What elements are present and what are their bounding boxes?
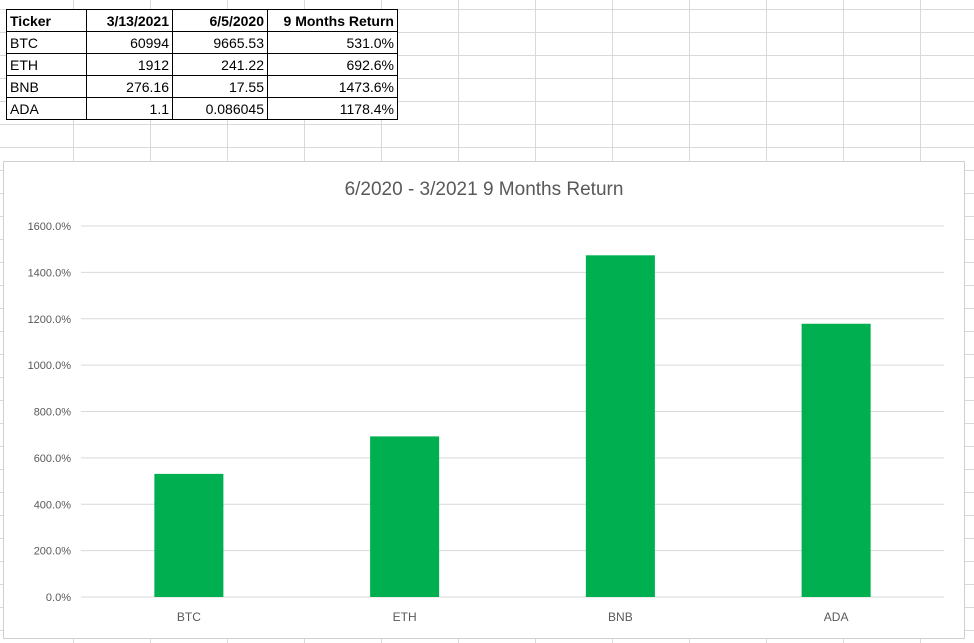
header-return[interactable]: 9 Months Return — [267, 9, 398, 32]
y-tick-label: 1000.0% — [28, 360, 72, 372]
x-axis-ticks: BTC ETH BNB ADA — [177, 610, 849, 624]
bar-chart: 0.0% 200.0% 400.0% 600.0% 800.0% 1000.0% 1200.… — [28, 221, 944, 624]
cell-price-2020[interactable]: 0.086045 — [172, 97, 268, 120]
cell-price-2021[interactable]: 60994 — [86, 31, 173, 54]
cell-price-2020[interactable]: 17.55 — [172, 75, 268, 98]
table-row: ADA 1.1 0.086045 1178.4% — [6, 97, 398, 120]
y-tick-label: 400.0% — [34, 499, 72, 511]
cell-return[interactable]: 692.6% — [267, 53, 398, 76]
cell-ticker[interactable]: BTC — [6, 31, 87, 54]
bar-ada[interactable] — [801, 323, 871, 597]
cell-price-2020[interactable]: 241.22 — [172, 53, 268, 76]
bars — [154, 255, 871, 597]
gridlines — [81, 225, 944, 598]
y-tick-label: 0.0% — [46, 592, 71, 604]
x-tick-label: BNB — [608, 610, 633, 624]
cell-price-2021[interactable]: 276.16 — [86, 75, 173, 98]
cell-ticker[interactable]: ADA — [6, 97, 87, 120]
cell-return[interactable]: 531.0% — [267, 31, 398, 54]
bar-eth[interactable] — [370, 436, 440, 597]
y-tick-label: 800.0% — [34, 407, 72, 419]
cell-ticker[interactable]: BNB — [6, 75, 87, 98]
chart-title: 6/2020 - 3/2021 9 Months Return — [344, 179, 624, 200]
y-tick-label: 1400.0% — [28, 267, 72, 279]
y-tick-label: 1600.0% — [28, 221, 72, 233]
y-tick-label: 600.0% — [34, 453, 72, 465]
data-table: Ticker 3/13/2021 6/5/2020 9 Months Retur… — [6, 9, 398, 120]
header-ticker[interactable]: Ticker — [6, 9, 87, 32]
bar-bnb[interactable] — [585, 255, 655, 597]
header-date-2021[interactable]: 3/13/2021 — [86, 9, 173, 32]
cell-return[interactable]: 1178.4% — [267, 97, 398, 120]
x-tick-label: BTC — [177, 610, 201, 624]
bar-btc[interactable] — [154, 473, 224, 597]
cell-price-2021[interactable]: 1912 — [86, 53, 173, 76]
y-tick-label: 200.0% — [34, 546, 72, 558]
chart-panel[interactable]: 6/2020 - 3/2021 9 Months Return 0.0% 200.… — [3, 161, 965, 639]
table-row: ETH 1912 241.22 692.6% — [6, 53, 398, 76]
cell-price-2020[interactable]: 9665.53 — [172, 31, 268, 54]
table-row: BNB 276.16 17.55 1473.6% — [6, 75, 398, 98]
table-row: BTC 60994 9665.53 531.0% — [6, 31, 398, 54]
header-date-2020[interactable]: 6/5/2020 — [172, 9, 268, 32]
cell-price-2021[interactable]: 1.1 — [86, 97, 173, 120]
cell-ticker[interactable]: ETH — [6, 53, 87, 76]
y-tick-label: 1200.0% — [28, 314, 72, 326]
x-tick-label: ETH — [393, 610, 417, 624]
cell-return[interactable]: 1473.6% — [267, 75, 398, 98]
y-axis-ticks: 0.0% 200.0% 400.0% 600.0% 800.0% 1000.0% 1200.… — [28, 221, 72, 604]
x-tick-label: ADA — [824, 610, 849, 624]
table-header-row: Ticker 3/13/2021 6/5/2020 9 Months Retur… — [6, 9, 398, 32]
